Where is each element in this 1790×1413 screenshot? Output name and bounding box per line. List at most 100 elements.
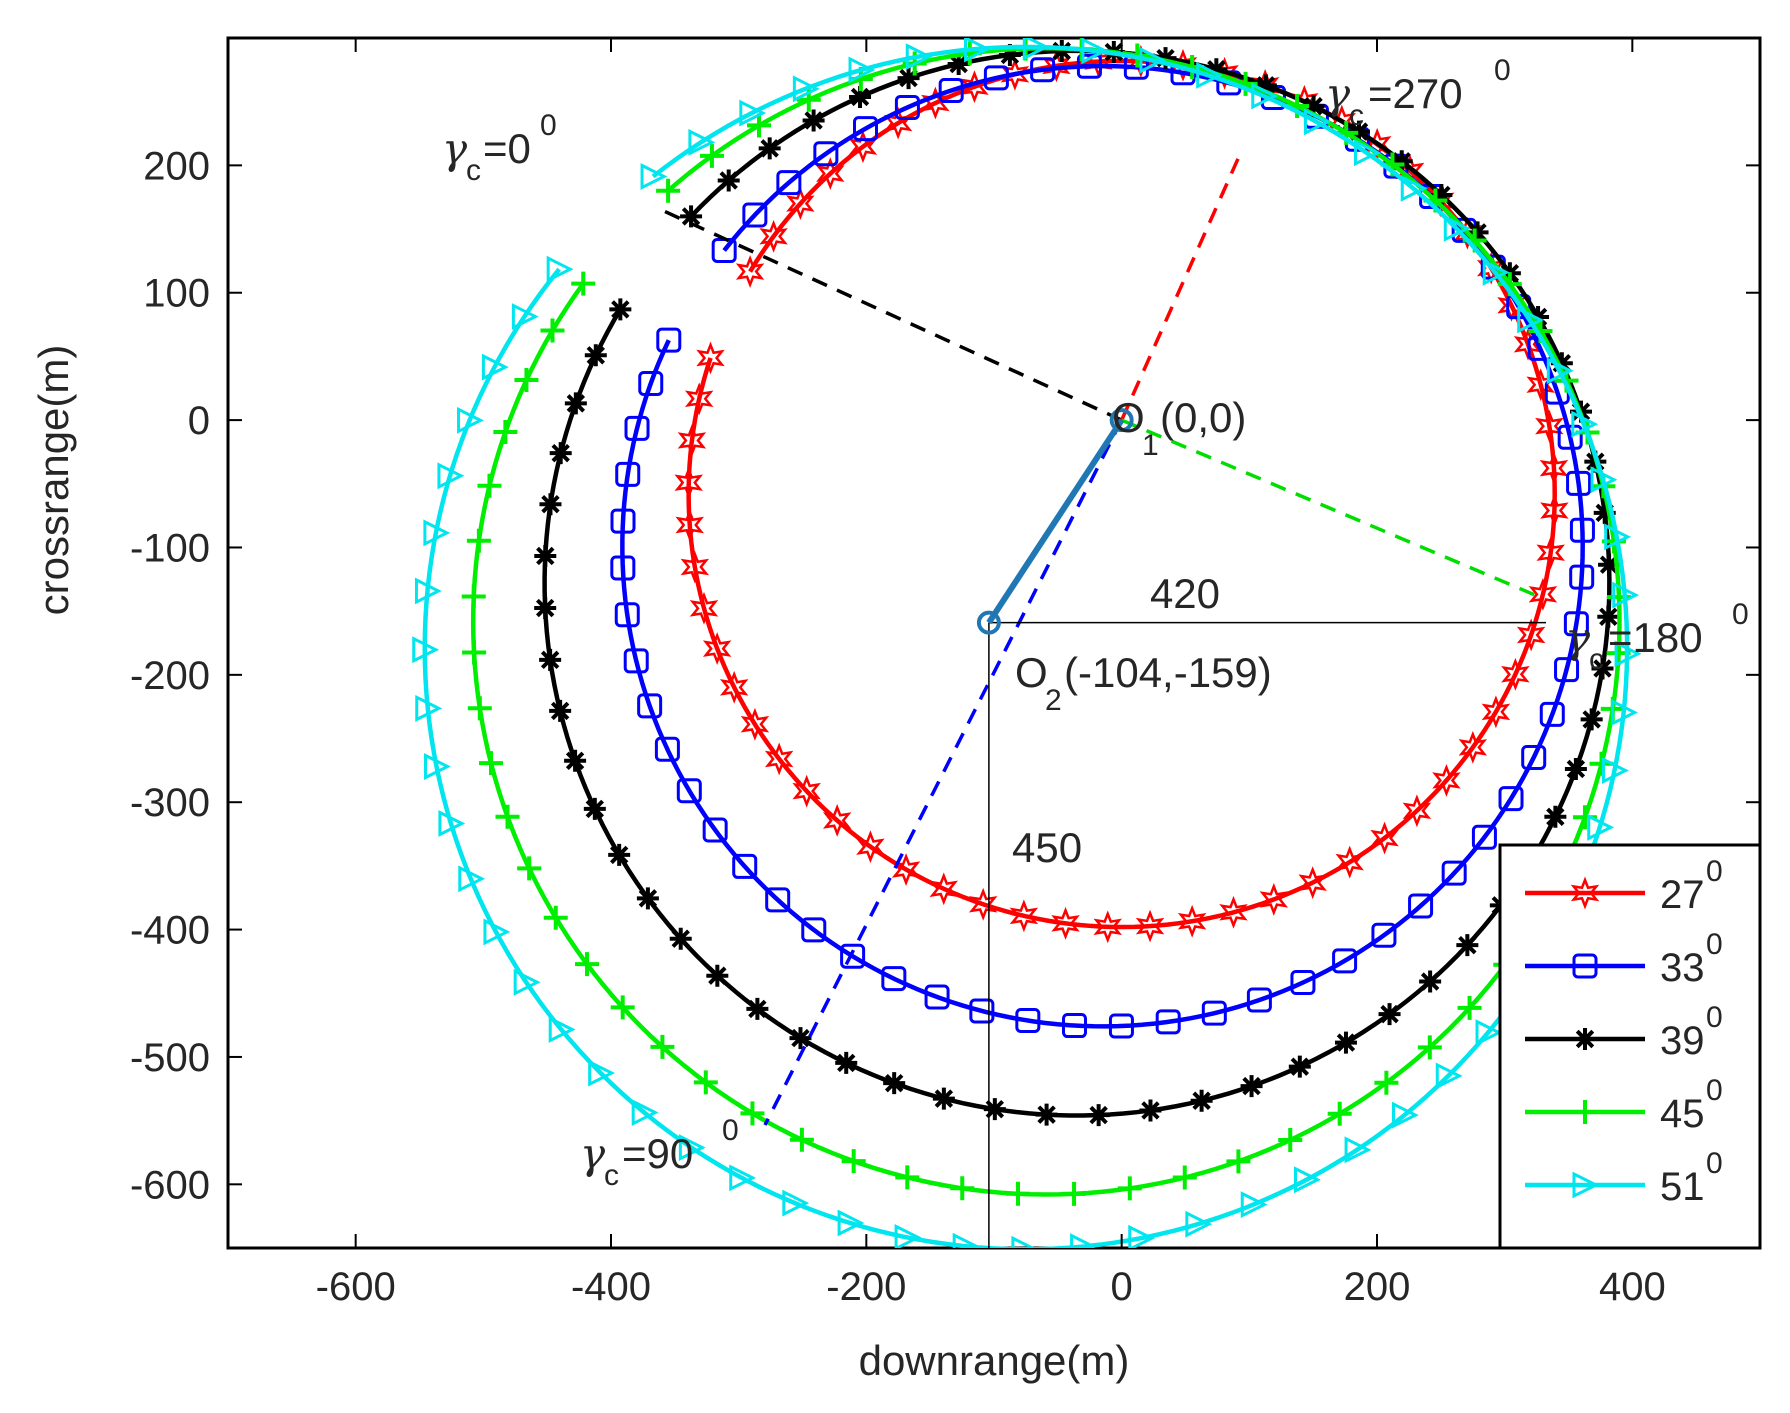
series-marker-39 xyxy=(534,597,557,620)
series-marker-33 xyxy=(813,141,839,167)
series-marker-39 xyxy=(1527,305,1550,328)
series-marker-51 xyxy=(1614,640,1642,668)
series-marker-39 xyxy=(897,67,920,90)
series-marker-27 xyxy=(680,550,710,584)
series-marker-33 xyxy=(894,94,920,120)
x-tick-label: -200 xyxy=(826,1265,906,1309)
series-marker-27 xyxy=(1370,821,1399,855)
series-marker-51 xyxy=(548,1016,576,1043)
gamma-180-value: =180 xyxy=(1608,614,1703,661)
legend-marker xyxy=(1572,1171,1600,1199)
series-marker-33 xyxy=(1498,786,1524,812)
series-marker-33 xyxy=(938,77,964,103)
series-marker-51 xyxy=(483,918,511,946)
gamma-0-superscript: 0 xyxy=(540,109,557,142)
series-marker-27 xyxy=(1528,577,1558,611)
series-marker-45 xyxy=(1117,1176,1142,1201)
series-marker-51 xyxy=(1443,214,1471,242)
legend-entry-45: 450 xyxy=(1525,1074,1723,1136)
x-tick-label: 400 xyxy=(1599,1265,1666,1309)
series-marker-51 xyxy=(415,694,443,722)
y-tick-label: -200 xyxy=(130,654,210,698)
series-marker-39 xyxy=(758,137,781,160)
series-marker-33 xyxy=(1408,893,1434,919)
o1-o2-connector xyxy=(986,418,1125,625)
series-marker-51 xyxy=(1604,523,1632,551)
series-marker-39 xyxy=(1035,1103,1058,1126)
annotation-lines xyxy=(654,151,1546,1248)
series-marker-33 xyxy=(1061,1013,1087,1039)
o1-subscript: 1 xyxy=(1142,429,1159,462)
series-marker-39 xyxy=(564,749,587,772)
series-marker-51 xyxy=(481,353,509,381)
series-marker-51 xyxy=(1602,757,1629,784)
series-marker-39 xyxy=(983,1098,1006,1121)
series-marker-33 xyxy=(1566,470,1592,496)
series-marker-39 xyxy=(1591,657,1614,680)
series-marker-45 xyxy=(575,952,600,977)
series-marker-39 xyxy=(998,43,1021,66)
legend-marker xyxy=(1573,1100,1597,1124)
series-marker-33 xyxy=(623,648,649,674)
series-marker-51 xyxy=(848,56,876,84)
gamma-0-subscript: c xyxy=(466,154,481,187)
series-line-33 xyxy=(620,63,1585,1029)
series-marker-27 xyxy=(1539,451,1569,485)
series-marker-33 xyxy=(676,778,702,804)
series-marker-45 xyxy=(462,640,487,665)
series-marker-39 xyxy=(835,1051,858,1074)
series-marker-39 xyxy=(1580,708,1603,731)
series-marker-39 xyxy=(583,797,606,820)
series-marker-39 xyxy=(680,205,703,228)
series-marker-51 xyxy=(905,43,933,71)
series-marker-39 xyxy=(1544,805,1567,828)
series-marker-27 xyxy=(759,219,788,253)
series-51 xyxy=(412,38,1642,1248)
series-marker-27 xyxy=(792,774,821,808)
series-marker-51 xyxy=(1251,82,1279,110)
series-marker-39 xyxy=(883,1072,906,1095)
width-dimension-label: 420 xyxy=(1150,570,1220,617)
series-marker-33 xyxy=(924,984,950,1010)
legend-marker xyxy=(1570,876,1600,910)
series-marker-33 xyxy=(742,202,768,228)
series-marker-39 xyxy=(564,392,587,415)
series-marker-51 xyxy=(894,1223,922,1248)
series-marker-27 xyxy=(1535,409,1564,443)
series-marker-51 xyxy=(1011,1235,1036,1248)
legend-label: 27 xyxy=(1660,873,1705,917)
series-marker-27 xyxy=(1335,845,1364,879)
series-marker-27 xyxy=(891,853,921,886)
series-marker-27 xyxy=(740,707,770,741)
series-marker-45 xyxy=(693,1070,718,1095)
series-marker-33 xyxy=(624,415,650,441)
series-marker-27 xyxy=(1402,794,1432,828)
series-marker-39 xyxy=(1334,1031,1357,1054)
x-axis-label: downrange(m) xyxy=(859,1337,1130,1384)
series-marker-27 xyxy=(735,255,765,289)
series-marker-45 xyxy=(540,318,565,343)
legend-label-superscript: 0 xyxy=(1706,1147,1723,1180)
series-marker-39 xyxy=(1050,39,1073,62)
gamma-270-dashed-line xyxy=(1120,151,1243,421)
gamma-270-superscript: 0 xyxy=(1494,54,1511,87)
gamma-180-dashed-line xyxy=(1120,418,1536,597)
series-marker-39 xyxy=(1550,352,1573,375)
series-marker-27 xyxy=(1458,730,1488,764)
legend-label: 33 xyxy=(1660,946,1705,990)
series-marker-51 xyxy=(458,865,486,893)
series-marker-45 xyxy=(950,1176,975,1201)
o2-subscript: 2 xyxy=(1045,684,1062,717)
o2-prefix: O xyxy=(1015,649,1048,696)
series-marker-39 xyxy=(1378,1003,1401,1026)
legend-label-superscript: 0 xyxy=(1706,855,1723,888)
series-marker-33 xyxy=(969,998,995,1024)
series-marker-33 xyxy=(1441,860,1467,886)
legend-box xyxy=(1498,843,1762,1250)
y-tick-label: 0 xyxy=(188,399,210,443)
series-marker-39 xyxy=(549,442,572,465)
gamma-180-subscript: c xyxy=(1589,643,1604,676)
series-marker-33 xyxy=(776,170,802,196)
gamma-270-symbol: γ xyxy=(1325,69,1351,118)
series-marker-39 xyxy=(1254,74,1277,97)
